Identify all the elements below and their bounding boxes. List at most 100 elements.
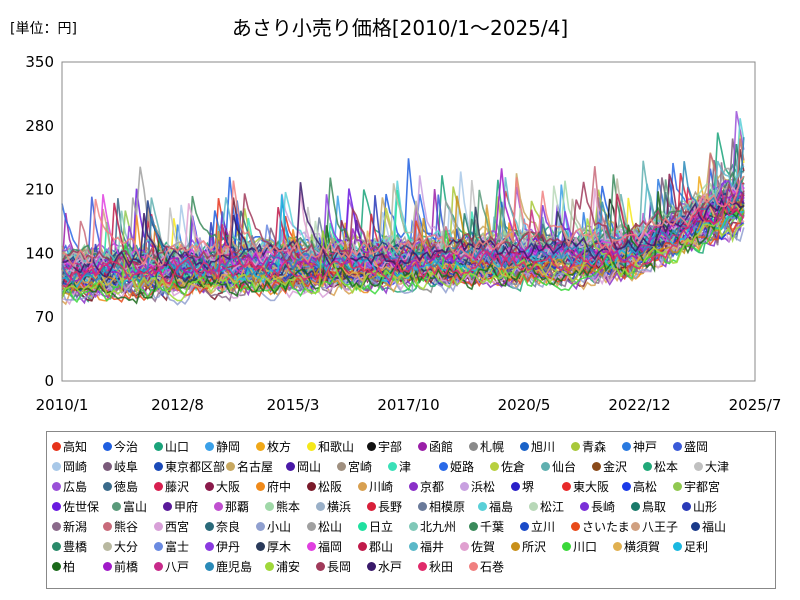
chart-title: あさり小売り価格[2010/1～2025/4] <box>231 16 569 40</box>
legend-item: 松阪 <box>307 476 358 496</box>
legend-marker-icon <box>673 541 682 551</box>
legend-marker-icon <box>562 481 571 491</box>
legend-item: 宮崎 <box>337 456 388 476</box>
legend-label: さいたま <box>582 519 630 534</box>
legend-label: 福島 <box>489 499 514 514</box>
legend-label: 神戸 <box>633 439 658 454</box>
legend-marker-icon <box>520 441 529 451</box>
legend-item: 福井 <box>409 536 460 556</box>
legend-item: 西宮 <box>154 516 205 536</box>
line-chart: 0 70 140 210 280 350 2010/1 2012/8 2015/3 2017/1… <box>25 53 782 414</box>
legend-label: 浜松 <box>471 479 496 494</box>
x-tick-label: 2010/1 <box>36 396 89 414</box>
legend-marker-icon <box>409 521 418 531</box>
legend-label: 石巻 <box>480 559 505 574</box>
legend-marker-icon <box>205 521 214 531</box>
legend-marker-icon <box>103 521 112 531</box>
legend-marker-icon <box>103 541 112 551</box>
legend-item: 大津 <box>694 456 745 476</box>
legend-label: 富士 <box>165 539 190 554</box>
legend-label: 盛岡 <box>684 439 709 454</box>
legend-item: 福岡 <box>307 536 358 556</box>
legend-marker-icon <box>439 461 448 471</box>
legend-label: 静岡 <box>216 439 241 454</box>
legend-item: 厚木 <box>256 536 307 556</box>
legend-item: 川口 <box>562 536 613 556</box>
legend-marker-icon <box>256 541 265 551</box>
legend-item: 岐阜 <box>103 456 154 476</box>
legend-marker-icon <box>205 441 214 451</box>
legend-item: 小山 <box>256 516 307 536</box>
legend-item: 石巻 <box>469 556 520 576</box>
y-tick-label: 350 <box>25 53 54 71</box>
legend-marker-icon <box>529 501 538 511</box>
legend-label: 山形 <box>693 499 718 514</box>
legend-marker-icon <box>469 521 478 531</box>
unit-label: [単位：円] <box>10 21 77 37</box>
legend-item: 長崎 <box>580 496 631 516</box>
legend-marker-icon <box>409 541 418 551</box>
legend-label: 伊丹 <box>216 539 241 554</box>
legend-marker-icon <box>631 501 640 511</box>
legend-marker-icon <box>541 461 550 471</box>
legend-label: 東京都区部 <box>165 459 226 474</box>
legend-item: 山口 <box>154 436 205 456</box>
legend-label: 日立 <box>369 519 394 534</box>
legend-marker-icon <box>682 501 691 511</box>
legend-item: 佐世保 <box>52 496 112 516</box>
legend-item: 所沢 <box>511 536 562 556</box>
legend-label: 千葉 <box>480 519 505 534</box>
legend-item: 柏 <box>52 556 103 576</box>
x-tick-label: 2025/7 <box>729 396 782 414</box>
legend-label: 高知 <box>63 439 88 454</box>
legend-item: 鹿児島 <box>205 556 265 576</box>
legend-label: 松本 <box>654 459 679 474</box>
legend-label: 宇部 <box>378 439 403 454</box>
legend-item: 徳島 <box>103 476 154 496</box>
legend-marker-icon <box>226 461 235 471</box>
x-tick-label: 2020/5 <box>498 396 551 414</box>
legend-label: 府中 <box>267 479 292 494</box>
legend-marker-icon <box>316 501 325 511</box>
legend-marker-icon <box>154 521 163 531</box>
legend-label: 西宮 <box>165 519 190 534</box>
legend-item: 姫路 <box>439 456 490 476</box>
legend-marker-icon <box>103 441 112 451</box>
legend-marker-icon <box>316 561 325 571</box>
legend-label: 京都 <box>420 479 445 494</box>
legend-item: 松本 <box>643 456 694 476</box>
legend-label: 水戸 <box>378 559 403 574</box>
legend-label: 鳥取 <box>642 499 667 514</box>
series-line-87 <box>61 175 745 268</box>
legend-item: 東大阪 <box>562 476 622 496</box>
legend-label: 浦安 <box>276 559 301 574</box>
legend-item: 旭川 <box>520 436 571 456</box>
legend-label: 八王子 <box>642 519 679 534</box>
x-tick-label: 2017/10 <box>377 396 439 414</box>
legend-item: 水戸 <box>367 556 418 576</box>
legend-label: 厚木 <box>267 539 292 554</box>
series-line-86 <box>61 201 745 288</box>
legend-marker-icon <box>622 481 631 491</box>
legend-marker-icon <box>367 561 376 571</box>
legend-label: 熊本 <box>276 499 301 514</box>
legend-marker-icon <box>358 541 367 551</box>
plot-frame <box>61 61 756 382</box>
legend-label: 山口 <box>165 439 190 454</box>
legend-marker-icon <box>631 521 640 531</box>
legend-marker-icon <box>163 501 172 511</box>
legend-item: 秋田 <box>418 556 469 576</box>
legend-label: 津 <box>399 459 412 474</box>
legend-item: 北九州 <box>409 516 469 536</box>
legend-label: 大津 <box>705 459 730 474</box>
legend-label: 秋田 <box>429 559 454 574</box>
legend-item: 奈良 <box>205 516 256 536</box>
legend-item: 前橋 <box>103 556 154 576</box>
legend-label: 立川 <box>531 519 556 534</box>
legend-item: 長岡 <box>316 556 367 576</box>
legend-label: 堺 <box>522 479 535 494</box>
legend-label: 柏 <box>63 559 76 574</box>
legend-marker-icon <box>214 501 223 511</box>
legend-marker-icon <box>520 521 529 531</box>
legend-label: 奈良 <box>216 519 241 534</box>
